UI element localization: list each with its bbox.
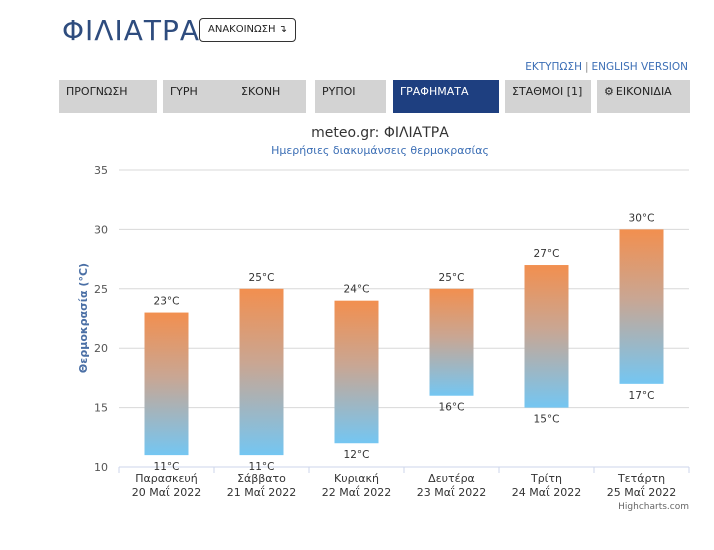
x-tick-date-label: 25 Μαΐ 2022 (607, 485, 676, 499)
temperature-range-bar (144, 312, 189, 456)
x-tick-day-label: Τετάρτη (617, 472, 665, 485)
english-version-link[interactable]: ENGLISH VERSION (591, 61, 688, 73)
temperature-range-bar (334, 300, 379, 444)
min-temp-label: 16°C (439, 402, 465, 414)
y-tick-label: 10 (94, 461, 108, 474)
chart-subtitle: Ημερήσιες διακυμάνσεις θερμοκρασίας (271, 144, 489, 157)
min-temp-label: 12°C (344, 449, 370, 461)
x-tick-date-label: 20 Μαΐ 2022 (132, 485, 201, 499)
print-link[interactable]: ΕΚΤΥΠΩΣΗ (525, 61, 582, 73)
y-tick-label: 35 (94, 164, 108, 177)
chart-credits[interactable]: Highcharts.com (618, 502, 689, 512)
max-temp-label: 25°C (439, 272, 465, 284)
x-tick-day-label: Κυριακή (334, 472, 379, 485)
page-title: ΦΙΛΙΑΤΡΑ (62, 14, 201, 47)
x-tick-date-label: 21 Μαΐ 2022 (227, 485, 296, 499)
max-temp-label: 24°C (344, 284, 370, 296)
x-tick-date-label: 22 Μαΐ 2022 (322, 485, 391, 499)
min-temp-label: 15°C (534, 414, 560, 426)
max-temp-label: 25°C (249, 272, 275, 284)
y-axis-title: Θερμοκρασία (°C) (77, 263, 90, 373)
bar-series: 23°C 11°C 25°C 11°C 24°C 12°C 25°C 16°C 27°C 15°C… (144, 212, 664, 473)
tab-pollutants[interactable]: ΡΥΠΟΙ (315, 80, 386, 113)
tab-charts[interactable]: ΓΡΑΦΗΜΑΤΑ (393, 80, 499, 113)
y-tick-label: 20 (94, 342, 108, 355)
temperature-range-bar (619, 229, 664, 384)
tab-dust[interactable]: ΣΚΟΝΗ (234, 80, 306, 113)
x-tick-day-label: Τρίτη (530, 472, 562, 485)
chart-title: meteo.gr: ΦΙΛΙΑΤΡΑ (311, 125, 449, 141)
min-temp-label: 11°C (249, 461, 275, 473)
min-temp-label: 17°C (629, 390, 655, 402)
temperature-range-bar (524, 265, 569, 408)
max-temp-label: 30°C (629, 212, 655, 224)
max-temp-label: 27°C (534, 248, 560, 260)
tab-forecast[interactable]: ΠΡΟΓΝΩΣΗ (59, 80, 157, 113)
temperature-range-bar (429, 288, 474, 396)
max-temp-label: 23°C (154, 296, 180, 308)
tab-stations[interactable]: ΣΤΑΘΜΟΙ [1] (505, 80, 591, 113)
y-tick-label: 30 (94, 223, 108, 236)
x-tick-date-label: 23 Μαΐ 2022 (417, 485, 486, 499)
y-tick-label: 25 (94, 283, 108, 296)
top-links: ΕΚΤΥΠΩΣΗ | ENGLISH VERSION (525, 61, 688, 73)
announcement-button[interactable]: ΑΝΑΚΟΙΝΩΣΗ ↴ (199, 18, 297, 42)
x-tick-day-label: Σάββατο (237, 472, 286, 485)
tab-pollen[interactable]: ΓΥΡΗ (163, 80, 235, 113)
y-tick-label: 15 (94, 402, 108, 415)
x-tick-date-label: 24 Μαΐ 2022 (512, 485, 581, 499)
y-axis-ticks: 10 15 20 25 30 35 (94, 164, 108, 474)
x-tick-day-label: Δευτέρα (428, 472, 475, 485)
tab-icons[interactable]: ⚙ ΕΙΚΟΝΙΔΙΑ (597, 80, 690, 113)
x-tick-day-label: Παρασκευή (135, 472, 198, 485)
temperature-range-bar (239, 288, 284, 456)
min-temp-label: 11°C (154, 461, 180, 473)
link-separator: | (584, 61, 589, 73)
grid-lines (119, 169, 689, 468)
nav-tabs: ΠΡΟΓΝΩΣΗ ΓΥΡΗ ΣΚΟΝΗ ΡΥΠΟΙ ΓΡΑΦΗΜΑΤΑ ΣΤΑΘ… (59, 80, 690, 113)
gear-icon: ⚙ (604, 85, 614, 98)
